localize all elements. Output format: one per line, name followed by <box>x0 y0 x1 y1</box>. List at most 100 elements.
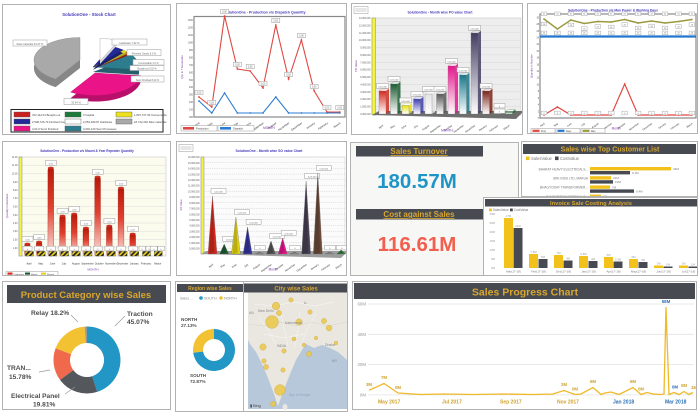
svg-text:0,00: 0,00 <box>210 103 215 105</box>
svg-text:40M: 40M <box>357 332 366 337</box>
svg-text:0: 0 <box>329 248 331 250</box>
svg-text:30M: 30M <box>490 212 496 216</box>
svg-text:27M: 27M <box>506 214 512 218</box>
svg-text:8,000,000: 8,000,000 <box>189 203 200 205</box>
svg-text:16,000,000: 16,000,000 <box>188 157 200 159</box>
svg-text:Prod: Prod <box>541 130 547 133</box>
svg-text:6M: 6M <box>607 253 612 257</box>
svg-text:11,000,000: 11,000,000 <box>359 33 371 35</box>
svg-text:26: 26 <box>610 33 613 35</box>
svg-text:August: August <box>591 122 599 129</box>
svg-text:45.07%: 45.07% <box>127 319 150 326</box>
svg-text:0: 0 <box>109 249 111 251</box>
svg-text:12,00: 12,00 <box>12 157 18 159</box>
svg-text:0: 0 <box>153 249 155 251</box>
svg-text:12: 12 <box>536 78 539 80</box>
svg-text:21M: 21M <box>515 224 521 228</box>
svg-text:0,00: 0,00 <box>37 237 42 239</box>
svg-text:February: February <box>670 122 681 131</box>
svg-text:0,00,000: 0,00,000 <box>226 239 235 241</box>
svg-text:1,000,000: 1,000,000 <box>189 243 200 245</box>
svg-text:2,00: 2,00 <box>13 240 18 242</box>
svg-text:Sales ...: Sales ... <box>180 297 193 301</box>
svg-text:33.64 %: 33.64 % <box>71 101 81 105</box>
svg-text:0: 0 <box>120 249 122 251</box>
svg-text:Relay 18.2%: Relay 18.2% <box>31 310 69 317</box>
svg-text:1300: 1300 <box>188 19 194 22</box>
svg-text:SolutionOne - Month wise PO va: SolutionOne - Month wise PO value Chart <box>407 11 473 15</box>
svg-text:0,00,000: 0,00,000 <box>401 101 410 103</box>
svg-text:700: 700 <box>189 64 194 67</box>
svg-text:Sep 2017: Sep 2017 <box>500 400 522 406</box>
svg-text:702,112.04 Bought-out: 702,112.04 Bought-out <box>32 113 60 117</box>
svg-text:0,00,000: 0,00,000 <box>436 89 445 91</box>
svg-text:0: 0 <box>132 249 134 251</box>
svg-text:January: January <box>305 121 316 130</box>
svg-text:0,00: 0,00 <box>119 183 124 185</box>
svg-text:0: 0 <box>557 113 559 115</box>
svg-text:3.5M: 3.5M <box>615 257 622 261</box>
svg-text:August: August <box>421 123 430 131</box>
svg-text:May: May <box>553 122 559 128</box>
svg-text:May: May <box>389 123 396 129</box>
svg-text:0: 0 <box>499 111 501 113</box>
svg-text:26: 26 <box>624 24 627 26</box>
svg-text:0,00,000: 0,00,000 <box>273 236 282 238</box>
svg-text:60M: 60M <box>357 302 366 307</box>
svg-text:May: May <box>219 262 226 268</box>
svg-text:200: 200 <box>189 101 194 104</box>
svg-text:City wise Sales: City wise Sales <box>274 286 318 292</box>
svg-text:Bay of Bengal: Bay of Bengal <box>289 393 310 397</box>
svg-text:0,00: 0,00 <box>312 87 317 89</box>
svg-text:SolutionOne - Stock Chart: SolutionOne - Stock Chart <box>62 12 116 17</box>
svg-text:58M: 58M <box>662 299 671 304</box>
svg-text:26: 26 <box>637 28 640 30</box>
svg-text:7M: 7M <box>557 251 562 255</box>
svg-text:0: 0 <box>74 249 76 251</box>
svg-text:Repeat: Repeat <box>47 273 54 275</box>
svg-text:26: 26 <box>597 33 600 35</box>
svg-text:1M: 1M <box>666 262 671 266</box>
svg-text:14: 14 <box>536 71 539 73</box>
svg-text:0,00,000: 0,00,000 <box>249 222 258 224</box>
svg-text:25M: 25M <box>490 221 496 225</box>
svg-text:April: April <box>378 123 385 129</box>
svg-text:0,00,000: 0,00,000 <box>447 61 456 63</box>
svg-text:0M: 0M <box>360 392 366 397</box>
svg-text:26: 26 <box>677 33 680 35</box>
svg-text:0,00: 0,00 <box>197 93 202 95</box>
svg-text:8,000,000: 8,000,000 <box>360 55 371 57</box>
svg-text:900: 900 <box>189 49 194 52</box>
svg-text:April: April <box>540 122 546 128</box>
svg-text:INDIA: INDIA <box>277 344 287 348</box>
svg-text:0: 0 <box>678 113 680 115</box>
svg-text:4,000,000: 4,000,000 <box>360 85 371 87</box>
svg-text:100: 100 <box>189 109 194 112</box>
svg-text:0: 0 <box>160 249 162 251</box>
svg-text:September: September <box>81 263 93 266</box>
svg-text:October: October <box>443 123 453 132</box>
svg-text:0,00: 0,00 <box>338 108 343 110</box>
svg-text:Jun(17-18): Jun(17-18) <box>656 270 671 274</box>
svg-text:1M: 1M <box>691 385 696 390</box>
svg-text:December: December <box>642 122 653 131</box>
svg-text:11,00: 11,00 <box>12 165 18 167</box>
svg-text:December: December <box>464 123 476 133</box>
svg-text:0: 0 <box>27 249 29 251</box>
svg-text:Production: Production <box>196 127 209 131</box>
svg-text:1000: 1000 <box>188 42 194 45</box>
svg-text:MY: MY <box>332 359 338 363</box>
svg-text:0: 0 <box>499 106 501 108</box>
svg-text:2,000,000: 2,000,000 <box>360 99 371 101</box>
svg-text:5,000,000: 5,000,000 <box>189 220 200 222</box>
svg-text:0: 0 <box>691 113 693 115</box>
svg-text:Region wise Sales: Region wise Sales <box>188 286 232 292</box>
svg-text:Jan(17-18): Jan(17-18) <box>581 270 596 274</box>
svg-text:3M: 3M <box>641 258 646 262</box>
svg-text:31: 31 <box>597 14 600 16</box>
svg-text:Jan 2018: Jan 2018 <box>613 400 634 406</box>
svg-text:26: 26 <box>664 33 667 35</box>
svg-text:Nov 2017: Nov 2017 <box>557 400 579 406</box>
svg-text:Sales wise Top Customer List: Sales wise Top Customer List <box>561 147 660 154</box>
svg-text:SO Value: SO Value <box>179 199 183 211</box>
